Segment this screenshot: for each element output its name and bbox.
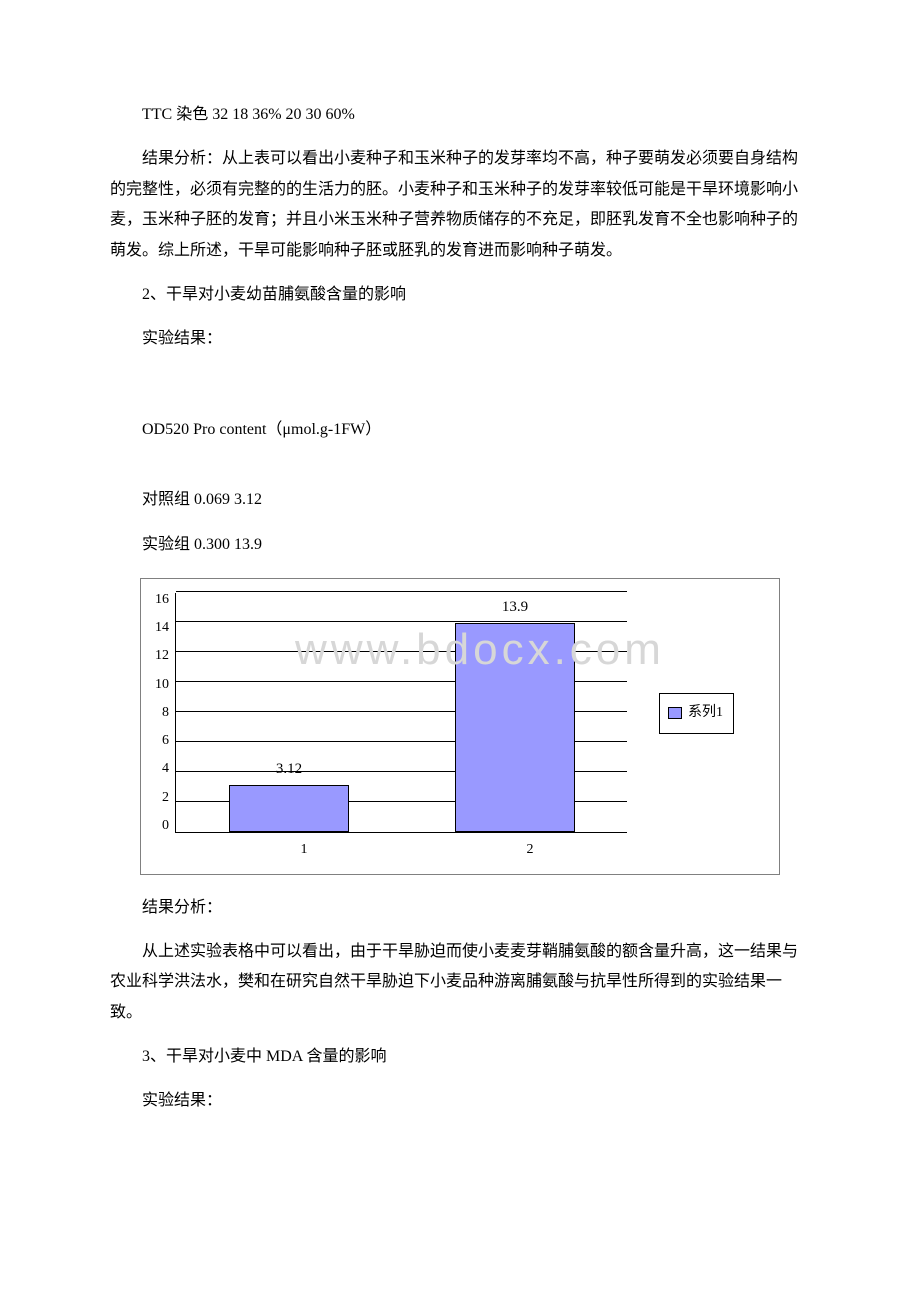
paragraph-analysis-2: 从上述实验表格中可以看出，由于干旱胁迫而使小麦麦芽鞘脯氨酸的额含量升高，这一结果… bbox=[110, 937, 810, 1028]
y-tick: 12 bbox=[155, 649, 169, 663]
paragraph-section-3: 3、干旱对小麦中 MDA 含量的影响 bbox=[110, 1042, 810, 1072]
legend-swatch bbox=[668, 707, 682, 719]
x-tick: 1 bbox=[191, 837, 417, 864]
bar-value-label: 3.12 bbox=[229, 755, 349, 784]
bar-value-label: 13.9 bbox=[455, 593, 575, 622]
y-axis: 16 14 12 10 8 6 4 2 0 bbox=[155, 593, 175, 833]
bar bbox=[229, 785, 349, 832]
y-tick: 0 bbox=[162, 819, 169, 833]
bar bbox=[455, 623, 575, 832]
paragraph-experiment-row: 实验组 0.300 13.9 bbox=[110, 530, 810, 560]
gridline bbox=[176, 591, 627, 592]
y-tick: 10 bbox=[155, 678, 169, 692]
bar-chart-container: 16 14 12 10 8 6 4 2 0 3.1213.9 1 2 系列1 bbox=[140, 578, 780, 875]
paragraph-ttc: TTC 染色 32 18 36% 20 30 60% bbox=[110, 100, 810, 130]
x-tick: 2 bbox=[417, 837, 643, 864]
paragraph-result-label-1: 实验结果： bbox=[110, 324, 810, 354]
y-tick: 8 bbox=[162, 706, 169, 720]
paragraph-result-label-2: 实验结果： bbox=[110, 1086, 810, 1116]
legend-label: 系列1 bbox=[688, 700, 723, 727]
paragraph-analysis-label: 结果分析： bbox=[110, 893, 810, 923]
x-axis: 1 2 bbox=[191, 837, 643, 864]
paragraph-analysis-1: 结果分析：从上表可以看出小麦种子和玉米种子的发芽率均不高，种子要萌发必须要自身结… bbox=[110, 144, 810, 266]
bar-chart: 16 14 12 10 8 6 4 2 0 3.1213.9 1 2 系列1 bbox=[140, 578, 780, 875]
y-tick: 14 bbox=[155, 621, 169, 635]
paragraph-table-header: OD520 Pro content（μmol.g-1FW） bbox=[110, 415, 810, 445]
paragraph-control-row: 对照组 0.069 3.12 bbox=[110, 485, 810, 515]
plot-area: 3.12 13.9 bbox=[175, 593, 627, 833]
y-tick: 6 bbox=[162, 734, 169, 748]
paragraph-section-2: 2、干旱对小麦幼苗脯氨酸含量的影响 bbox=[110, 280, 810, 310]
chart-legend: 系列1 bbox=[659, 693, 734, 734]
y-tick: 2 bbox=[162, 791, 169, 805]
y-tick: 16 bbox=[155, 593, 169, 607]
y-tick: 4 bbox=[162, 762, 169, 776]
